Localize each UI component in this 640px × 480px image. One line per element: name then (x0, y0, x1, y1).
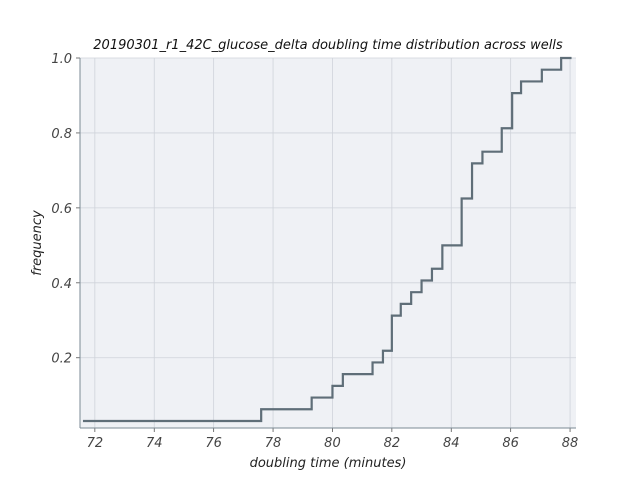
y-tick-label: 1.0 (51, 52, 72, 67)
y-tick-label: 0.4 (51, 277, 72, 292)
x-tick-label: 72 (87, 436, 104, 451)
series-step-line (82, 56, 572, 423)
x-axis-label: doubling time (minutes) (250, 456, 407, 471)
grid-layer (80, 57, 576, 428)
x-tick-label: 74 (146, 436, 163, 451)
x-tick-label: 78 (265, 436, 282, 451)
y-axis-label: frequency (30, 210, 45, 276)
ticks-layer: 72 74 76 78 80 82 84 86 88 0.2 0.4 0.6 0.8 1.0 (51, 52, 578, 451)
x-tick-label: 76 (205, 436, 222, 451)
x-tick-label: 88 (562, 436, 579, 451)
y-tick-label: 0.8 (51, 127, 72, 142)
chart-title: 20190301_r1_42C_glucose_delta doubling t… (93, 38, 563, 53)
x-tick-label: 86 (502, 436, 519, 451)
y-tick-label: 0.6 (51, 202, 72, 217)
plot-area (80, 58, 576, 428)
x-tick-label: 84 (443, 436, 460, 451)
x-tick-label: 80 (324, 436, 341, 451)
x-tick-label: 82 (384, 436, 401, 451)
y-tick-label: 0.2 (51, 352, 72, 367)
